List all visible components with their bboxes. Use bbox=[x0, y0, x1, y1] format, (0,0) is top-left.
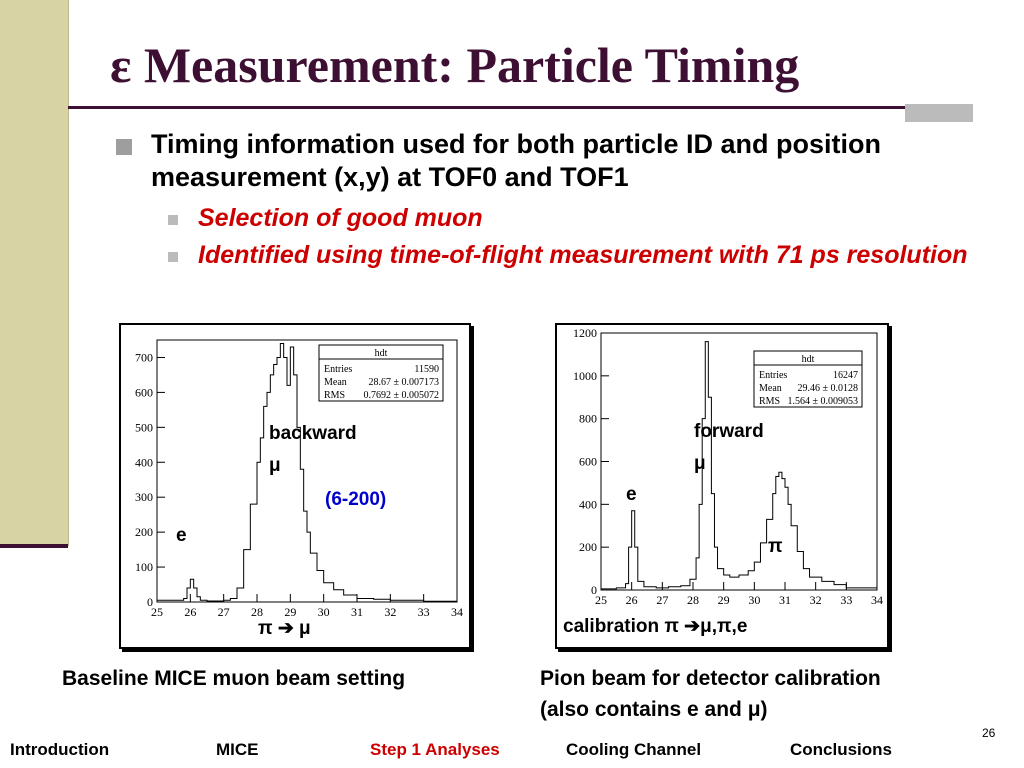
right-stats-value: 29.46 ± 0.0128 bbox=[798, 383, 859, 394]
left-ytick-label: 400 bbox=[135, 455, 153, 469]
sub-bullet-marker bbox=[168, 215, 178, 225]
left-xtick-label: 34 bbox=[451, 605, 463, 619]
right-e-label: e bbox=[626, 484, 637, 505]
right-ytick-label: 1200 bbox=[573, 326, 597, 340]
left-xtick-label: 32 bbox=[384, 605, 396, 619]
left-plot-caption: Baseline MICE muon beam setting bbox=[62, 667, 406, 690]
left-stats-value: 11590 bbox=[414, 364, 439, 375]
right-ytick-label: 800 bbox=[579, 412, 597, 426]
left-range-label: (6-200) bbox=[325, 489, 387, 510]
left-frame bbox=[156, 339, 458, 603]
right-peak-label: forward bbox=[694, 421, 764, 442]
right-ytick-label: 1000 bbox=[573, 369, 597, 383]
left-xtick-label: 30 bbox=[318, 605, 330, 619]
right-stats-label: Mean bbox=[759, 383, 782, 394]
right-ytick-label: 200 bbox=[579, 540, 597, 554]
left-e-label: e bbox=[176, 525, 187, 546]
sub-bullet-text: Identified using time-of-flight measurem… bbox=[198, 241, 968, 269]
left-xtick-label: 33 bbox=[418, 605, 430, 619]
left-ytick-label: 0 bbox=[147, 595, 153, 609]
footer-nav-introduction[interactable]: Introduction bbox=[10, 740, 110, 759]
footer-nav-conclusions[interactable]: Conclusions bbox=[790, 740, 893, 759]
left-stats-label: Mean bbox=[324, 377, 347, 388]
right-xtick-label: 26 bbox=[626, 593, 638, 607]
title-rule-accent bbox=[905, 104, 973, 122]
right-xtick-label: 33 bbox=[840, 593, 852, 607]
right-histogram: 0 200 400 600 800 1000 1200 25 26 27 28 29 30 31 32 33 3… bbox=[573, 326, 883, 607]
left-xtick-label: 31 bbox=[351, 605, 363, 619]
right-xtick-label: 34 bbox=[871, 593, 883, 607]
left-stats-value: 0.7692 ± 0.005072 bbox=[364, 390, 440, 401]
footer-nav-mice[interactable]: MICE bbox=[216, 740, 259, 759]
footer-nav-step1-analyses[interactable]: Step 1 Analyses bbox=[370, 740, 500, 759]
left-ytick-label: 200 bbox=[135, 525, 153, 539]
right-plot-panel: 0 200 400 600 800 1000 1200 25 26 27 28 29 30 31 32 33 3… bbox=[555, 323, 889, 649]
sub-bullet-marker bbox=[168, 252, 178, 262]
left-xtick-label: 26 bbox=[184, 605, 196, 619]
left-histogram-line bbox=[156, 342, 458, 602]
main-bullet-text: Timing information used for both particl… bbox=[151, 129, 882, 192]
right-stats-label: RMS bbox=[759, 396, 780, 407]
right-xtick-label: 27 bbox=[656, 593, 668, 607]
right-xtick-label: 31 bbox=[779, 593, 791, 607]
title-rule bbox=[68, 106, 973, 109]
right-plot-caption-2: (also contains e and μ) bbox=[540, 698, 768, 721]
left-stats-title: hdt bbox=[375, 348, 388, 359]
right-stats-title: hdt bbox=[802, 354, 815, 365]
right-xtick-label: 30 bbox=[748, 593, 760, 607]
left-stats-value: 28.67 ± 0.007173 bbox=[369, 377, 440, 388]
left-stats-label: RMS bbox=[324, 390, 345, 401]
left-peak-symbol: μ bbox=[269, 455, 281, 476]
left-ytick-label: 700 bbox=[135, 350, 153, 364]
right-xtick-label: 25 bbox=[595, 593, 607, 607]
right-ytick-label: 0 bbox=[591, 583, 597, 597]
left-ytick-label: 500 bbox=[135, 420, 153, 434]
right-xtick-label: 29 bbox=[718, 593, 730, 607]
left-stats-frame bbox=[318, 344, 444, 402]
left-xtick-label: 25 bbox=[151, 605, 163, 619]
left-stats-box: hdt Entries 11590 Mean 28.67 ± 0.007173 RMS 0.… bbox=[318, 344, 444, 402]
left-decor-line bbox=[0, 544, 68, 548]
left-stats-label: Entries bbox=[324, 364, 352, 375]
right-stats-label: Entries bbox=[759, 370, 787, 381]
left-ytick-label: 100 bbox=[135, 560, 153, 574]
sub-bullet-text: Selection of good muon bbox=[198, 204, 483, 232]
left-xtick-label: 28 bbox=[251, 605, 263, 619]
left-plot-panel: 0 100 200 300 400 500 600 700 25 26 27 28 29 30 31 32 33… bbox=[119, 323, 471, 649]
right-stats-value: 16247 bbox=[833, 370, 858, 381]
right-xtick-label: 28 bbox=[687, 593, 699, 607]
page-number: 26 bbox=[982, 726, 996, 740]
left-histogram: 0 100 200 300 400 500 600 700 25 26 27 28 29 30 31 32 33… bbox=[135, 339, 463, 619]
right-stats-frame bbox=[753, 350, 863, 408]
right-histogram-line bbox=[600, 341, 878, 590]
left-ytick-label: 300 bbox=[135, 490, 153, 504]
left-xtick-label: 29 bbox=[284, 605, 296, 619]
bullet-marker bbox=[116, 139, 132, 155]
right-calibration-label: calibration π ➔μ,π,e bbox=[563, 616, 748, 637]
left-decay-label: π ➔ μ bbox=[258, 618, 311, 639]
left-peak-label: backward bbox=[269, 423, 357, 444]
right-stats-value: 1.564 ± 0.009053 bbox=[788, 396, 859, 407]
left-decor-bar bbox=[0, 0, 69, 546]
slide-title: ε Measurement: Particle Timing bbox=[110, 37, 800, 93]
left-xtick-label: 27 bbox=[218, 605, 230, 619]
right-pi-label: π bbox=[768, 536, 783, 557]
footer-nav-cooling-channel[interactable]: Cooling Channel bbox=[566, 740, 702, 759]
right-stats-box: hdt Entries 16247 Mean 29.46 ± 0.0128 RMS 1.56… bbox=[753, 350, 863, 408]
right-ytick-label: 600 bbox=[579, 455, 597, 469]
left-ytick-label: 600 bbox=[135, 385, 153, 399]
right-plot-caption-1: Pion beam for detector calibration bbox=[540, 667, 881, 690]
right-xtick-label: 32 bbox=[810, 593, 822, 607]
right-peak-symbol: μ bbox=[694, 453, 706, 474]
right-ytick-label: 400 bbox=[579, 497, 597, 511]
